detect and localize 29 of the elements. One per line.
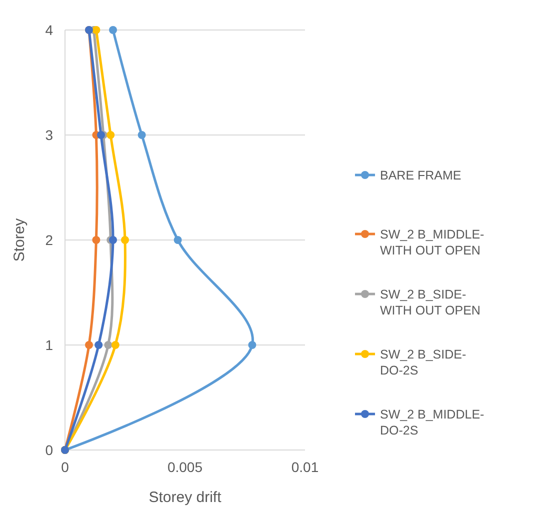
point xyxy=(92,26,100,34)
legend-label: SW_2 B_MIDDLE-DO-2S xyxy=(380,407,484,438)
y-tick-label: 0 xyxy=(45,442,54,458)
point xyxy=(85,341,93,349)
point xyxy=(121,236,129,244)
point xyxy=(92,236,100,244)
y-tick-label: 2 xyxy=(45,232,54,248)
legend-label: BARE FRAME xyxy=(380,168,462,182)
point xyxy=(104,341,112,349)
x-tick-label: 0.005 xyxy=(167,459,203,475)
legend-label: SW_2 B_SIDE-WITH OUT OPEN xyxy=(380,287,480,318)
legend-label: SW_2 B_MIDDLE-WITH OUT OPEN xyxy=(380,227,484,258)
x-tick-label: 0 xyxy=(61,459,70,475)
point xyxy=(174,236,182,244)
y-tick-label: 1 xyxy=(45,336,54,353)
point xyxy=(97,131,105,139)
x-axis-title: Storey drift xyxy=(148,489,222,506)
y-tick-label: 4 xyxy=(45,22,54,38)
point xyxy=(106,131,115,139)
point xyxy=(138,131,146,139)
point xyxy=(248,341,256,349)
point xyxy=(109,26,117,34)
point xyxy=(111,341,120,349)
y-tick-label: 3 xyxy=(45,126,54,143)
point xyxy=(94,341,103,349)
point xyxy=(109,236,117,244)
y-axis-title: Storey xyxy=(11,218,28,262)
x-tick-label: 0.01 xyxy=(291,459,319,475)
legend-label: SW_2 B_SIDE-DO-2S xyxy=(380,347,466,378)
